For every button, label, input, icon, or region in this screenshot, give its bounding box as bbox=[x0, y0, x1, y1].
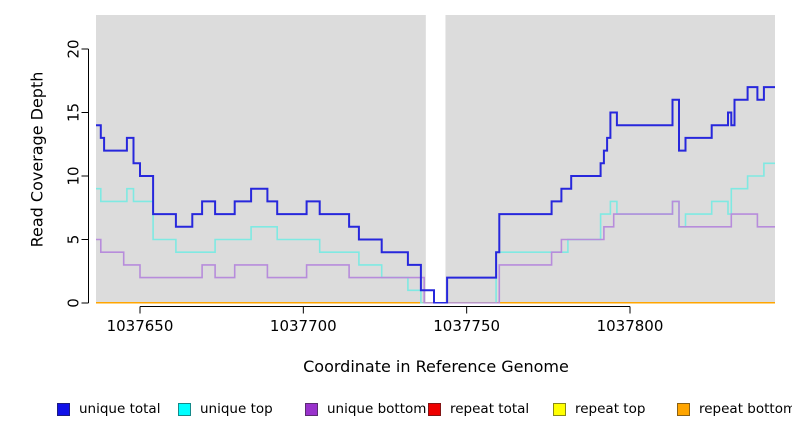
legend-swatch-repeat-bottom bbox=[677, 402, 690, 416]
legend: unique total unique top unique bottom re… bbox=[0, 398, 792, 424]
legend-item: repeat total bbox=[428, 398, 529, 420]
y-tick-label: 10 bbox=[65, 166, 83, 185]
legend-item: unique bottom bbox=[305, 398, 426, 420]
series-line-unique-total bbox=[96, 86, 775, 304]
y-tick-label: 20 bbox=[65, 39, 83, 58]
y-axis-title: Read Coverage Depth bbox=[27, 71, 47, 248]
y-tick-label: 0 bbox=[65, 298, 83, 308]
legend-swatch-unique-total bbox=[57, 402, 70, 416]
legend-swatch-unique-top bbox=[178, 402, 191, 416]
x-tick-label: 1037650 bbox=[107, 317, 174, 335]
legend-label: repeat bottom bbox=[699, 401, 792, 417]
y-tick-label: 15 bbox=[65, 103, 83, 122]
legend-label: repeat total bbox=[450, 401, 530, 417]
x-tick-label: 1037800 bbox=[597, 317, 664, 335]
legend-swatch-repeat-total bbox=[428, 402, 441, 416]
x-tick-label: 1037700 bbox=[270, 317, 337, 335]
gap-band bbox=[425, 15, 446, 304]
legend-label: unique total bbox=[79, 401, 161, 417]
legend-item: repeat top bbox=[553, 398, 645, 420]
legend-label: repeat top bbox=[575, 401, 646, 417]
legend-label: unique top bbox=[200, 401, 273, 417]
legend-item: unique total bbox=[57, 398, 160, 420]
y-tick-label: 5 bbox=[65, 235, 83, 245]
x-tick-label: 1037750 bbox=[433, 317, 500, 335]
legend-item: unique top bbox=[178, 398, 273, 420]
legend-swatch-unique-bottom bbox=[305, 402, 318, 416]
x-axis-title: Coordinate in Reference Genome bbox=[303, 357, 569, 376]
legend-label: unique bottom bbox=[327, 401, 427, 417]
legend-item: repeat bottom bbox=[677, 398, 792, 420]
legend-swatch-repeat-top bbox=[553, 402, 566, 416]
